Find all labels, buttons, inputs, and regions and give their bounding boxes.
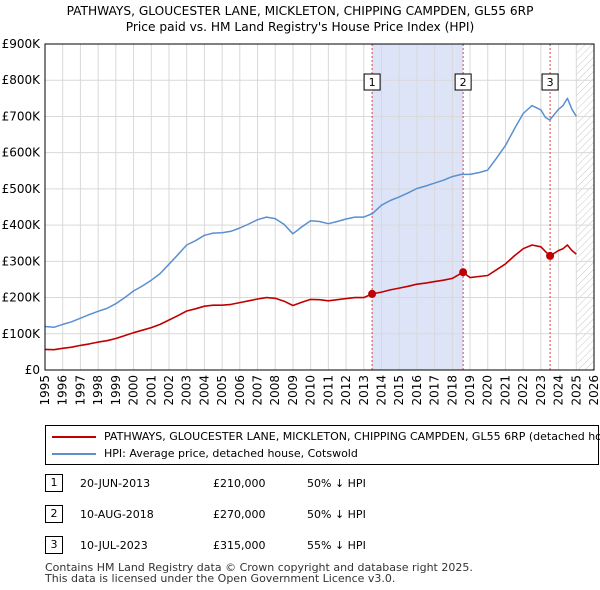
future-region xyxy=(576,44,594,370)
shaded-period xyxy=(372,44,464,370)
hpi-series-line xyxy=(44,97,577,329)
x-tick-label: 2010 xyxy=(304,375,318,406)
y-tick-label: £400K xyxy=(2,218,42,232)
x-tick-label: 2002 xyxy=(162,375,176,406)
y-tick-label: £700K xyxy=(2,109,42,123)
x-tick-label: 1999 xyxy=(109,375,123,406)
sale-marker-badge: 2 xyxy=(45,505,63,523)
x-tick-label: 2016 xyxy=(410,375,424,406)
y-tick-label: £500K xyxy=(2,182,42,196)
x-tick-label: 1995 xyxy=(38,375,52,406)
sale-2-label: 2 xyxy=(460,76,467,89)
sale-hpi-diff: 50% ↓ HPI xyxy=(307,477,366,490)
sale-3-label-box xyxy=(541,73,559,91)
sale-1-label: 1 xyxy=(369,76,376,89)
x-tick-label: 2022 xyxy=(516,375,530,406)
sale-3-label: 3 xyxy=(547,76,554,89)
x-tick-label: 2014 xyxy=(374,375,388,406)
x-tick-label: 2006 xyxy=(233,375,247,406)
x-tick-label: 1996 xyxy=(56,375,70,406)
sale-price: £270,000 xyxy=(213,508,266,521)
x-tick-label: 2021 xyxy=(498,375,512,406)
footer-copyright: Contains HM Land Registry data © Crown c… xyxy=(45,561,473,574)
legend: PATHWAYS, GLOUCESTER LANE, MICKLETON, CH… xyxy=(45,425,600,465)
x-tick-label: 2018 xyxy=(445,375,459,406)
x-tick-label: 2009 xyxy=(286,375,300,406)
property-series-line xyxy=(44,244,577,351)
x-tick-label: 2013 xyxy=(357,375,371,406)
x-tick-label: 2017 xyxy=(428,375,442,406)
x-tick-label: 1998 xyxy=(91,375,105,406)
y-tick-label: £200K xyxy=(2,291,42,305)
sale-marker-badge: 3 xyxy=(45,536,63,554)
x-tick-label: 2007 xyxy=(251,375,265,406)
x-tick-label: 2025 xyxy=(569,375,583,406)
legend-label-hpi: HPI: Average price, detached house, Cots… xyxy=(104,447,358,460)
sale-hpi-diff: 55% ↓ HPI xyxy=(307,539,366,552)
legend-swatch-property xyxy=(52,436,96,438)
x-tick-label: 2024 xyxy=(552,375,566,406)
x-tick-label: 2000 xyxy=(127,375,141,406)
sale-price: £210,000 xyxy=(213,477,266,490)
legend-swatch-hpi xyxy=(52,453,96,455)
y-tick-label: £600K xyxy=(2,146,42,160)
x-tick-label: 2023 xyxy=(534,375,548,406)
sale-2-point xyxy=(459,268,468,277)
x-tick-label: 2020 xyxy=(481,375,495,406)
price-chart: £0 £100K £200K £300K £400K £500K £600K £700K £80… xyxy=(2,37,600,406)
sale-date: 20-JUN-2013 xyxy=(80,477,151,490)
x-tick-label: 2015 xyxy=(392,375,406,406)
chart-title-subtitle: Price paid vs. HM Land Registry's House … xyxy=(125,20,475,34)
sale-price: £315,000 xyxy=(213,539,266,552)
footer-licence: This data is licensed under the Open Gov… xyxy=(45,572,396,585)
x-tick-label: 2005 xyxy=(215,375,229,406)
x-tick-label: 2008 xyxy=(268,375,282,406)
y-tick-label: £800K xyxy=(2,73,42,87)
sale-3-point xyxy=(546,251,555,260)
legend-label-property: PATHWAYS, GLOUCESTER LANE, MICKLETON, CH… xyxy=(104,430,600,443)
sale-marker-badge: 1 xyxy=(45,474,63,492)
y-tick-label: £100K xyxy=(2,327,42,341)
sale-date: 10-JUL-2023 xyxy=(80,539,148,552)
x-tick-label: 2019 xyxy=(463,375,477,406)
y-tick-label: £300K xyxy=(2,254,42,268)
plot-border xyxy=(44,43,595,371)
x-tick-label: 2026 xyxy=(587,375,600,406)
sale-1-label-box xyxy=(363,73,381,91)
sale-2-label-box xyxy=(454,73,472,91)
plot-area xyxy=(45,44,594,370)
y-tick-label: £0 xyxy=(25,363,40,377)
x-tick-label: 2003 xyxy=(180,375,194,406)
sale-1-point xyxy=(368,289,377,298)
chart-title-address: PATHWAYS, GLOUCESTER LANE, MICKLETON, CH… xyxy=(66,4,534,18)
sale-date: 10-AUG-2018 xyxy=(80,508,154,521)
x-tick-label: 1997 xyxy=(73,375,87,406)
y-tick-label: £900K xyxy=(2,37,42,51)
x-tick-label: 2012 xyxy=(339,375,353,406)
x-tick-label: 2011 xyxy=(321,375,335,406)
sale-hpi-diff: 50% ↓ HPI xyxy=(307,508,366,521)
x-tick-label: 2001 xyxy=(144,375,158,406)
x-tick-label: 2004 xyxy=(197,375,211,406)
